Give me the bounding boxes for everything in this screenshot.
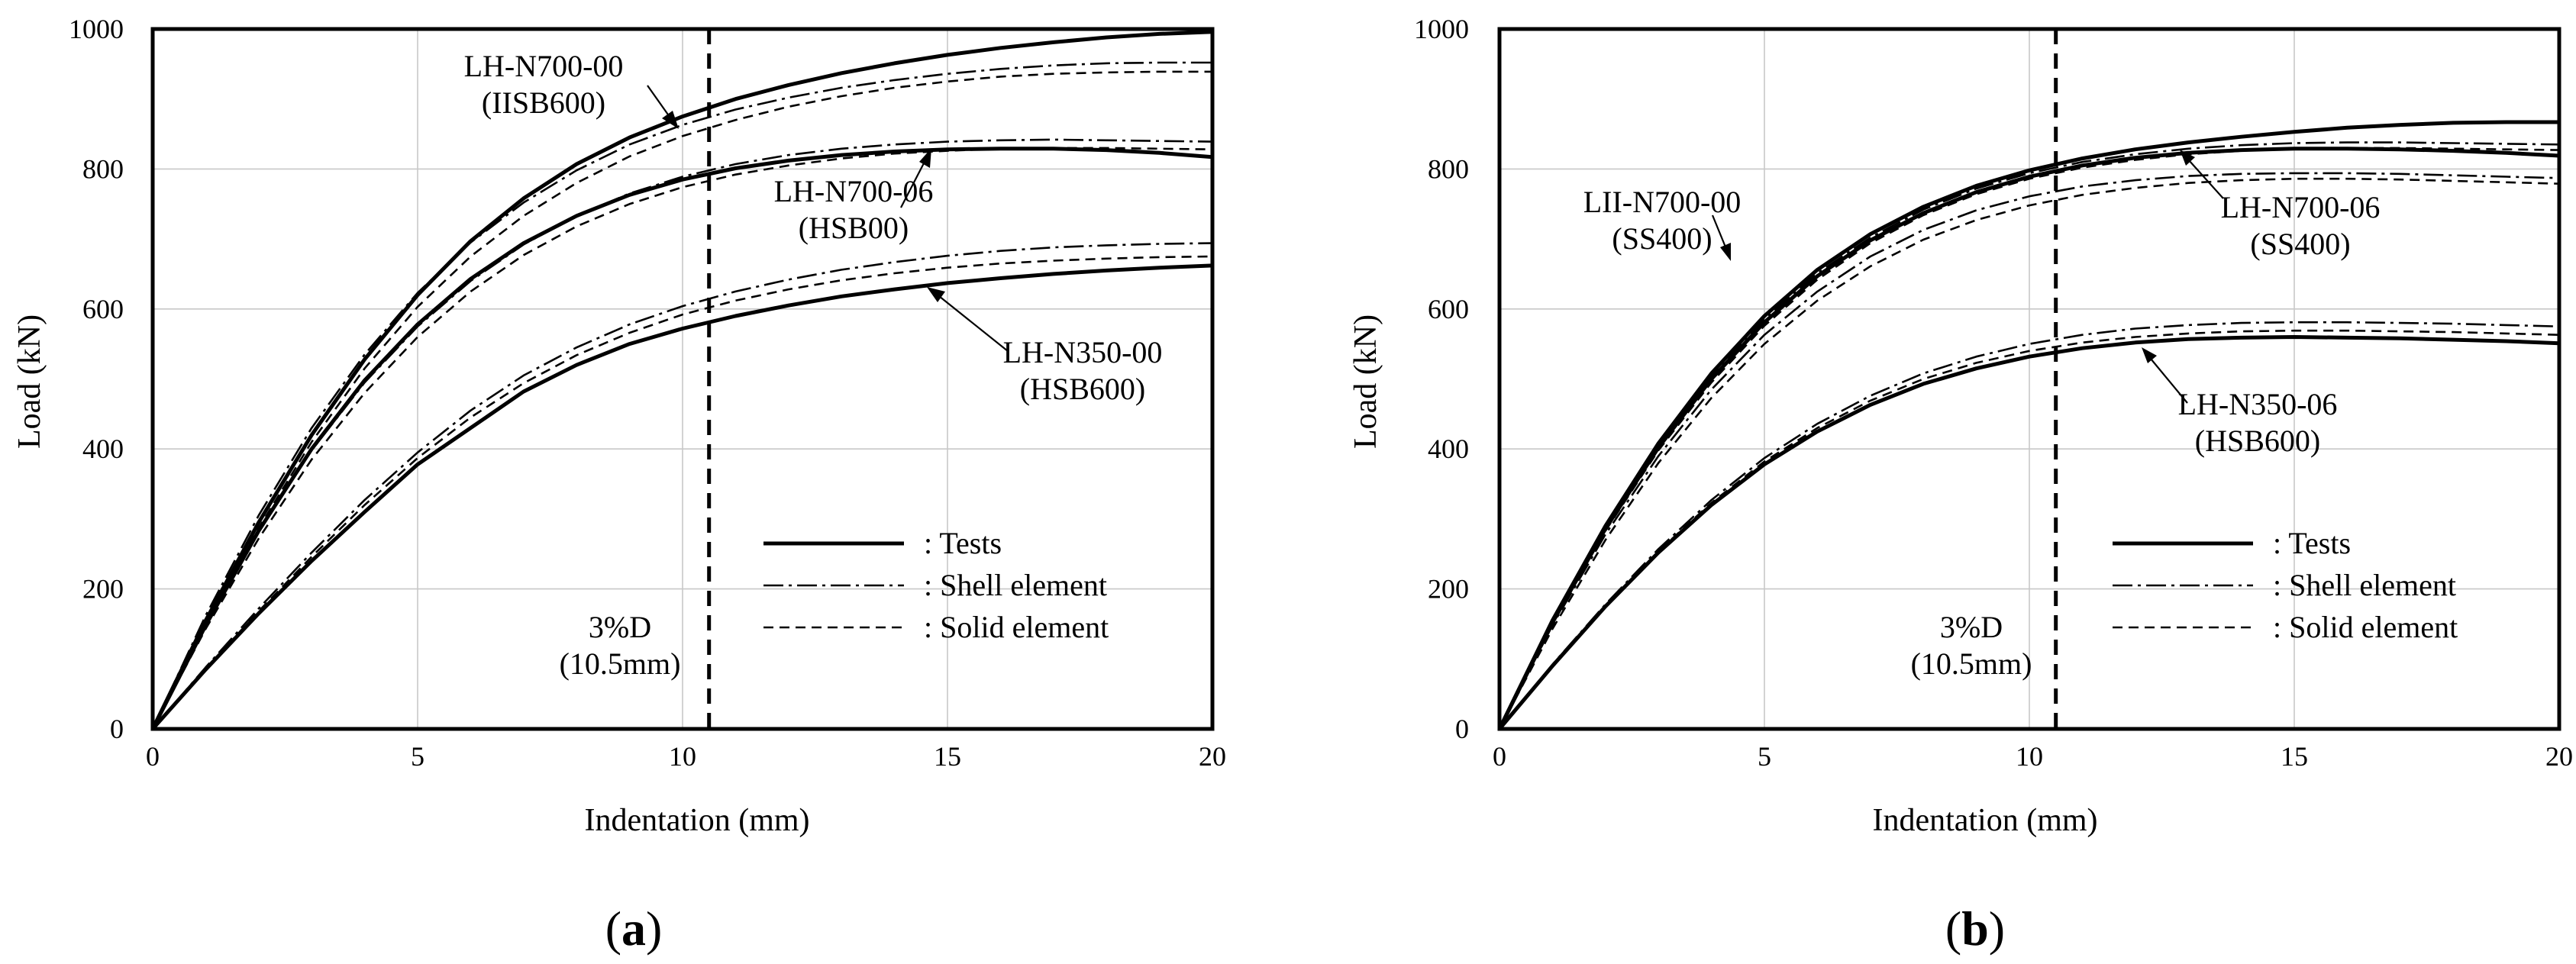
legend-label-tests: : Tests bbox=[924, 526, 1002, 560]
annotation-arrowhead bbox=[2142, 347, 2157, 363]
panel-label-letter: b bbox=[1961, 901, 1989, 956]
series-lh-n700-00-tests bbox=[1497, 120, 2559, 730]
y-axis-title: Load (kN) bbox=[12, 314, 47, 449]
y-tick-label: 400 bbox=[1428, 434, 1469, 464]
plot-frame bbox=[1497, 27, 2561, 731]
ref-label-line2: (10.5mm) bbox=[560, 646, 681, 681]
y-tick-label: 200 bbox=[82, 574, 124, 605]
annotation-arrow bbox=[647, 85, 670, 118]
y-tick-label: 600 bbox=[82, 294, 124, 324]
series-lh-n350-06-solid bbox=[1499, 329, 2560, 730]
legend-label-shell: : Shell element bbox=[2273, 568, 2456, 602]
annotation-lii-n700-00: LII-N700-00 (SS400) bbox=[1583, 185, 1742, 261]
y-tick-label: 600 bbox=[1428, 294, 1469, 324]
annotation-label-line1: LII-N700-00 bbox=[1583, 185, 1742, 219]
annotation-arrow bbox=[1711, 214, 1728, 250]
y-tick-label: 400 bbox=[82, 434, 124, 464]
series-lh-n350-00-solid bbox=[152, 255, 1213, 730]
panel-label-letter: a bbox=[621, 901, 646, 956]
annotation-label-line2: (SS400) bbox=[2250, 227, 2350, 261]
annotation-label-line1: LH-N700-06 bbox=[2221, 190, 2381, 224]
annotation-arrow bbox=[900, 160, 926, 208]
annotation-label-line2: (HSB600) bbox=[2195, 424, 2320, 458]
series-lh-n350-06-shell bbox=[1498, 321, 2560, 730]
series-lh-n350-06-tests bbox=[1498, 335, 2560, 730]
x-tick-label: 15 bbox=[934, 741, 961, 772]
legend-label-tests: : Tests bbox=[2273, 526, 2351, 560]
plot-frame bbox=[150, 27, 1215, 731]
x-tick-label: 10 bbox=[669, 741, 696, 772]
series-lh-n700-06-shell bbox=[1498, 172, 2560, 730]
annotation-label-line1: LH-N700-00 bbox=[464, 49, 624, 83]
series-lh-n700-00-shell bbox=[151, 61, 1212, 730]
x-tick-label: 20 bbox=[2545, 741, 2573, 772]
annotation-label-line1: LH-N350-06 bbox=[2178, 387, 2338, 421]
annotation-arrowhead bbox=[1720, 243, 1731, 261]
chart-panel-a: 0 5 10 15 20 0 200 400 600 800 1000 Indentation (m… bbox=[12, 14, 1226, 956]
annotation-label-line1: LH-N700-06 bbox=[774, 174, 934, 208]
x-tick-label: 5 bbox=[411, 741, 424, 772]
panel-label-b: (b) bbox=[1945, 901, 2005, 956]
annotation-label-line2: (HSB600) bbox=[1020, 372, 1145, 406]
ref-label-line1: 3%D bbox=[589, 610, 651, 644]
x-tick-label: 0 bbox=[146, 741, 160, 772]
ref-label-line2: (10.5mm) bbox=[1911, 646, 2032, 681]
panel-label-a: (a) bbox=[605, 901, 663, 956]
annotation-label-line2: (IISB600) bbox=[482, 85, 605, 120]
annotation-arrowhead bbox=[927, 287, 945, 302]
annotation-label-line1: LH-N350-00 bbox=[1003, 335, 1163, 369]
y-tick-label: 0 bbox=[110, 714, 124, 744]
series-lh-n350-00-tests bbox=[151, 263, 1213, 730]
reference-line-label: 3%D (10.5mm) bbox=[560, 610, 681, 681]
x-tick-label: 5 bbox=[1758, 741, 1771, 772]
legend: : Tests : Shell element : Solid element bbox=[2113, 526, 2458, 644]
legend-label-shell: : Shell element bbox=[924, 568, 1107, 602]
annotation-label-line2: (HSB00) bbox=[799, 211, 909, 245]
y-tick-label: 1000 bbox=[69, 14, 124, 44]
chart-panel-b: 0 5 10 15 20 0 200 400 600 800 1000 Indentation (m… bbox=[1288, 0, 2576, 964]
x-tick-label: 10 bbox=[2016, 741, 2043, 772]
annotation-label-line2: (SS400) bbox=[1612, 221, 1712, 256]
annotation-arrow bbox=[938, 295, 1009, 352]
y-tick-label: 800 bbox=[82, 153, 124, 184]
series-lh-n700-06-tests bbox=[1497, 147, 2560, 730]
series-lh-n700-06-solid bbox=[151, 147, 1213, 730]
reference-line-label: 3%D (10.5mm) bbox=[1911, 610, 2032, 681]
annotation-lh-n700-06: LH-N700-06 (SS400) bbox=[2180, 150, 2380, 261]
series-lh-n700-06-solid bbox=[1498, 177, 2560, 730]
series-lh-n700-06-shell bbox=[151, 138, 1213, 730]
x-tick-label: 0 bbox=[1493, 741, 1506, 772]
series-lh-n700-00-solid bbox=[151, 70, 1212, 730]
annotation-arrow bbox=[2188, 160, 2224, 199]
y-axis-title: Load (kN) bbox=[1348, 314, 1383, 449]
y-tick-label: 200 bbox=[1428, 574, 1469, 605]
x-axis-title: Indentation (mm) bbox=[584, 803, 809, 838]
annotation-lh-n350-06: LH-N350-06 (HSB600) bbox=[2142, 347, 2337, 458]
x-tick-label: 15 bbox=[2281, 741, 2308, 772]
ref-label-line1: 3%D bbox=[1940, 610, 2003, 644]
annotation-lh-n350-00: LH-N350-00 (HSB600) bbox=[927, 287, 1162, 406]
annotation-arrowhead bbox=[662, 111, 679, 129]
series-lh-n700-00-tests bbox=[150, 30, 1213, 730]
y-tick-label: 1000 bbox=[1414, 14, 1469, 44]
annotation-lh-n700-06: LH-N700-06 (HSB00) bbox=[774, 148, 934, 245]
annotation-arrow bbox=[2150, 358, 2188, 404]
y-tick-label: 0 bbox=[1455, 714, 1469, 744]
y-tick-label: 800 bbox=[1428, 153, 1469, 184]
x-tick-label: 20 bbox=[1199, 741, 1226, 772]
annotation-arrowhead bbox=[2180, 150, 2195, 166]
series-lh-n350-00-shell bbox=[152, 242, 1213, 730]
x-axis-title: Indentation (mm) bbox=[1872, 803, 2097, 838]
annotation-arrowhead bbox=[919, 148, 931, 168]
legend: : Tests : Shell element : Solid element bbox=[763, 526, 1109, 644]
annotation-lh-n700-00: LH-N700-00 (IISB600) bbox=[464, 49, 679, 129]
legend-label-solid: : Solid element bbox=[2273, 610, 2458, 644]
legend-label-solid: : Solid element bbox=[924, 610, 1109, 644]
